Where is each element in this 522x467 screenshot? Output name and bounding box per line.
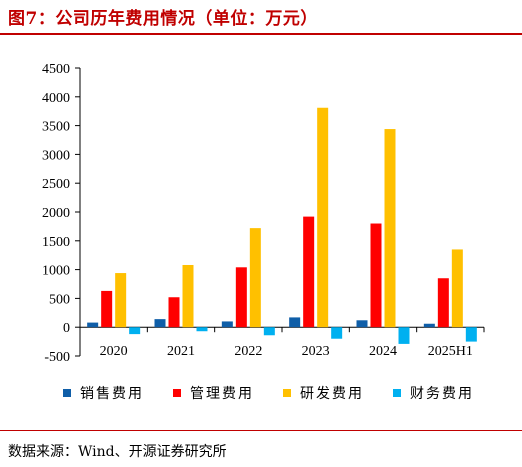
y-tick-label: 0 xyxy=(63,321,70,336)
y-tick-label: 2500 xyxy=(42,177,70,192)
legend-swatch-研发费用 xyxy=(283,389,291,397)
bar-销售费用-2022 xyxy=(221,321,233,328)
source-rule xyxy=(0,430,522,431)
bar-财务费用-2021 xyxy=(196,327,208,332)
chart-title: 图7：公司历年费用情况（单位：万元） xyxy=(8,9,318,29)
y-tick-label: 3500 xyxy=(42,120,70,135)
y-tick-label: 4500 xyxy=(42,62,70,77)
bar-管理费用-2020 xyxy=(101,290,113,328)
bar-研发费用-2021 xyxy=(182,264,194,328)
bar-财务费用-2025H1 xyxy=(465,327,477,342)
fee-bar-chart: 4500 4000 3500 3000 2500 2000 1500 1000 500 0 -500… xyxy=(42,62,485,402)
bar-财务费用-2022 xyxy=(263,327,275,336)
x-tick-label: 2020 xyxy=(100,344,128,359)
bar-财务费用-2024 xyxy=(398,327,410,344)
legend: 销售费用 管理费用 研发费用 财务费用 xyxy=(63,386,474,402)
bar-管理费用-2021 xyxy=(168,297,180,328)
bar-研发费用-2025H1 xyxy=(451,249,463,328)
legend-swatch-管理费用 xyxy=(173,389,181,397)
legend-label-研发费用: 研发费用 xyxy=(300,386,364,402)
bar-财务费用-2020 xyxy=(129,327,141,335)
bar-管理费用-2025H1 xyxy=(437,278,449,328)
legend-label-财务费用: 财务费用 xyxy=(410,386,474,402)
bar-研发费用-2023 xyxy=(317,107,329,328)
bar-研发费用-2020 xyxy=(115,273,127,328)
x-tick-label: 2021 xyxy=(167,344,195,359)
bar-管理费用-2023 xyxy=(303,216,315,328)
y-tick-label: 4000 xyxy=(42,91,70,106)
y-tick-label: 3000 xyxy=(42,148,70,163)
bar-管理费用-2022 xyxy=(235,267,247,328)
bars xyxy=(87,107,477,344)
bar-销售费用-2023 xyxy=(289,317,301,328)
y-tick-label: 500 xyxy=(49,292,70,307)
bar-研发费用-2024 xyxy=(384,129,396,328)
bar-管理费用-2024 xyxy=(370,223,382,328)
x-tick-label: 2025H1 xyxy=(428,344,473,359)
y-tick-labels: 4500 4000 3500 3000 2500 2000 1500 1000 500 0 -500 xyxy=(42,62,70,365)
x-tick-labels: 2020 2021 2022 2023 2024 2025H1 xyxy=(100,344,473,359)
y-tick-label: 2000 xyxy=(42,206,70,221)
title-rule xyxy=(0,33,522,35)
source-note: 数据来源：Wind、开源证券研究所 xyxy=(8,444,227,460)
legend-label-销售费用: 销售费用 xyxy=(80,386,144,402)
bar-销售费用-2024 xyxy=(356,320,368,328)
bar-销售费用-2020 xyxy=(87,322,99,328)
bar-研发费用-2022 xyxy=(249,228,261,328)
legend-swatch-销售费用 xyxy=(63,389,71,397)
legend-swatch-财务费用 xyxy=(393,389,401,397)
bar-销售费用-2025H1 xyxy=(423,323,435,328)
y-tick-label: 1500 xyxy=(42,235,70,250)
x-tick-label: 2023 xyxy=(302,344,330,359)
x-tick-label: 2022 xyxy=(234,344,262,359)
axes xyxy=(75,67,485,357)
bar-销售费用-2021 xyxy=(154,319,166,328)
x-tick-label: 2024 xyxy=(369,344,397,359)
legend-label-管理费用: 管理费用 xyxy=(190,386,254,402)
bar-财务费用-2023 xyxy=(331,327,343,339)
y-tick-label: -500 xyxy=(44,350,70,365)
y-tick-label: 1000 xyxy=(42,264,70,279)
